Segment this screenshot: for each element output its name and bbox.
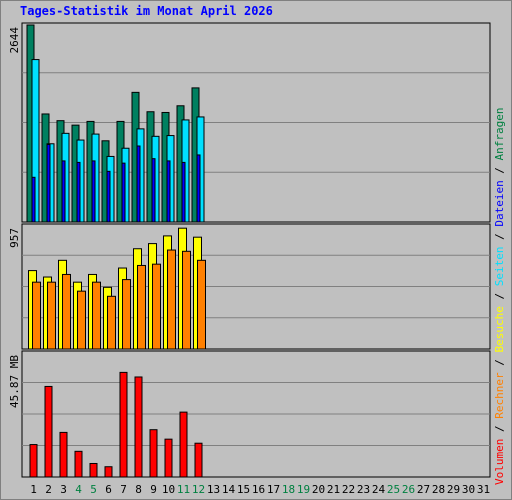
bar-rechner-day-5: [92, 281, 101, 350]
bar-volumen-day-9: [149, 429, 158, 478]
series-dateien: [31, 144, 201, 223]
day-label-8: 8: [135, 483, 142, 496]
bar-rechner-day-12: [197, 259, 206, 350]
bar-rechner-day-1: [32, 281, 41, 350]
bar-dateien-day-5: [91, 160, 96, 223]
day-label-11: 11: [177, 483, 190, 496]
series-volumen: [29, 371, 203, 478]
day-label-27: 27: [417, 483, 430, 496]
bar-rechner-day-10: [167, 249, 176, 350]
day-label-7: 7: [120, 483, 127, 496]
day-label-3: 3: [60, 483, 67, 496]
day-label-14: 14: [222, 483, 236, 496]
bar-rechner-day-8: [137, 264, 146, 350]
day-label-21: 21: [327, 483, 340, 496]
bar-rechner-day-4: [77, 290, 86, 350]
bar-volumen-day-2: [44, 385, 53, 478]
day-label-28: 28: [432, 483, 445, 496]
day-label-29: 29: [447, 483, 460, 496]
bar-rechner-day-7: [122, 279, 131, 350]
day-axis-labels: 1 2 3 4 5 6 7 8 9 10 11 12 13 14 15 16 17 18 19 20 21 22 23 24 2…: [30, 483, 490, 496]
legend-besuche: Besuche: [493, 306, 506, 352]
bar-dateien-day-4: [76, 161, 81, 223]
legend-separator: /: [493, 286, 506, 306]
bar-rechner-day-6: [107, 295, 116, 350]
bar-dateien-day-8: [136, 145, 141, 223]
bar-rechner-day-9: [152, 263, 161, 350]
chart-panels: 2644 957 45.87 MB: [8, 22, 491, 478]
day-label-22: 22: [342, 483, 355, 496]
bar-volumen-day-8: [134, 376, 143, 478]
day-label-19: 19: [297, 483, 310, 496]
panel-hits-ymax-label: 2644: [8, 27, 21, 54]
day-label-12: 12: [192, 483, 205, 496]
bar-volumen-day-11: [179, 411, 188, 478]
bar-volumen-day-5: [89, 462, 98, 478]
bar-volumen-day-7: [119, 371, 128, 478]
bar-dateien-day-9: [151, 158, 156, 223]
panel-volume-ymax-label: 45.87 MB: [8, 355, 21, 408]
legend-anfragen: Anfragen: [493, 107, 506, 160]
legend-seiten: Seiten: [493, 247, 506, 287]
bar-rechner-day-3: [62, 273, 71, 350]
day-label-10: 10: [162, 483, 175, 496]
bar-dateien-day-12: [196, 154, 201, 223]
day-label-15: 15: [237, 483, 250, 496]
day-label-13: 13: [207, 483, 220, 496]
day-label-18: 18: [282, 483, 295, 496]
bar-dateien-day-10: [166, 160, 171, 223]
day-label-24: 24: [372, 483, 386, 496]
day-label-5: 5: [90, 483, 97, 496]
bar-dateien-day-3: [61, 160, 66, 223]
day-label-17: 17: [267, 483, 280, 496]
bar-volumen-day-3: [59, 431, 68, 478]
day-label-2: 2: [45, 483, 52, 496]
legend-separator: /: [493, 353, 506, 373]
bar-dateien-day-1: [31, 176, 36, 223]
bar-volumen-day-10: [164, 438, 173, 478]
bar-dateien-day-7: [121, 162, 126, 223]
day-label-1: 1: [30, 483, 37, 496]
legend-volumen: Volumen: [493, 439, 506, 485]
panel-visits-ymax-label: 957: [8, 228, 21, 248]
bar-rechner-day-2: [47, 281, 56, 350]
day-label-31: 31: [477, 483, 490, 496]
chart-title: Tages-Statistik im Monat April 2026: [20, 4, 273, 18]
panel-visits: 957: [8, 223, 491, 350]
day-label-4: 4: [75, 483, 82, 496]
bar-volumen-day-6: [104, 466, 113, 478]
panel-hits: 2644: [8, 22, 491, 223]
bar-volumen-day-1: [29, 444, 38, 478]
day-label-30: 30: [462, 483, 475, 496]
legend-dateien: Dateien: [493, 180, 506, 226]
day-label-6: 6: [105, 483, 112, 496]
day-label-9: 9: [150, 483, 157, 496]
legend-separator: /: [493, 160, 506, 180]
bar-dateien-day-11: [181, 161, 186, 223]
series-rechner: [32, 249, 206, 350]
day-label-16: 16: [252, 483, 265, 496]
day-label-25: 25: [387, 483, 400, 496]
legend: Volumen / Rechner / Besuche / Seiten / D…: [493, 107, 506, 485]
day-label-26: 26: [402, 483, 415, 496]
bar-dateien-day-6: [106, 170, 111, 223]
day-label-23: 23: [357, 483, 370, 496]
bar-dateien-day-2: [46, 144, 51, 223]
legend-separator: /: [493, 227, 506, 247]
bar-rechner-day-11: [182, 250, 191, 350]
bar-volumen-day-4: [74, 450, 83, 478]
day-label-20: 20: [312, 483, 325, 496]
legend-separator: /: [493, 419, 506, 439]
panel-volume: 45.87 MB: [8, 350, 491, 478]
legend-rechner: Rechner: [493, 372, 506, 419]
bar-volumen-day-12: [194, 442, 203, 478]
